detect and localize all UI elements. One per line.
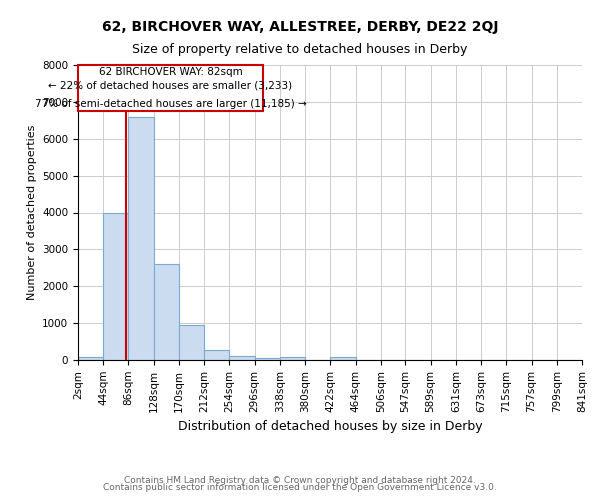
Bar <box>154 264 179 360</box>
Text: ← 22% of detached houses are smaller (3,233): ← 22% of detached houses are smaller (3,… <box>49 80 293 90</box>
X-axis label: Distribution of detached houses by size in Derby: Distribution of detached houses by size … <box>178 420 482 433</box>
Bar <box>280 358 305 360</box>
FancyBboxPatch shape <box>78 65 263 111</box>
Text: 62, BIRCHOVER WAY, ALLESTREE, DERBY, DE22 2QJ: 62, BIRCHOVER WAY, ALLESTREE, DERBY, DE2… <box>102 20 498 34</box>
Bar <box>254 358 280 360</box>
Bar <box>229 356 254 360</box>
Bar <box>128 116 154 360</box>
Y-axis label: Number of detached properties: Number of detached properties <box>26 125 37 300</box>
Text: 77% of semi-detached houses are larger (11,185) →: 77% of semi-detached houses are larger (… <box>35 98 307 108</box>
Text: Contains HM Land Registry data © Crown copyright and database right 2024.: Contains HM Land Registry data © Crown c… <box>124 476 476 485</box>
Bar <box>179 325 204 360</box>
Bar <box>204 350 229 360</box>
Bar <box>103 212 128 360</box>
Text: Contains public sector information licensed under the Open Government Licence v3: Contains public sector information licen… <box>103 484 497 492</box>
Bar <box>331 358 356 360</box>
Bar <box>78 357 103 360</box>
Text: Size of property relative to detached houses in Derby: Size of property relative to detached ho… <box>133 42 467 56</box>
Text: 62 BIRCHOVER WAY: 82sqm: 62 BIRCHOVER WAY: 82sqm <box>98 68 242 78</box>
